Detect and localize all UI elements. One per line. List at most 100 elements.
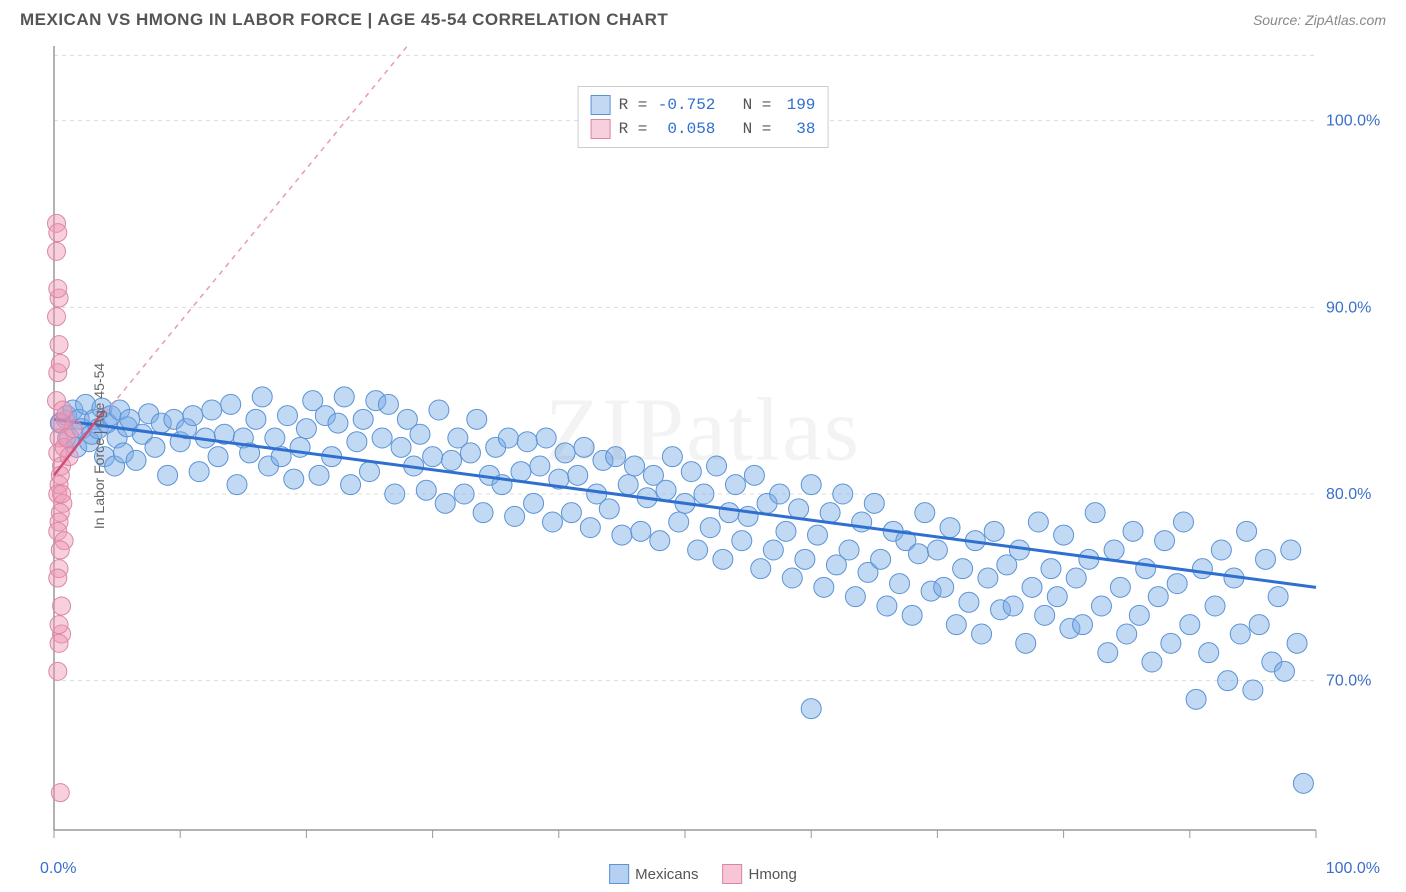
data-point (1293, 773, 1313, 793)
trend-line (54, 419, 1316, 587)
data-point (1161, 633, 1181, 653)
data-point (1237, 521, 1257, 541)
chart-container: In Labor Force | Age 45-54 70.0%80.0%90.… (20, 40, 1386, 852)
data-point (770, 484, 790, 504)
data-point (1136, 559, 1156, 579)
data-point (48, 242, 66, 260)
data-point (934, 577, 954, 597)
data-point (940, 518, 960, 538)
data-point (959, 592, 979, 612)
data-point (763, 540, 783, 560)
data-point (334, 387, 354, 407)
data-point (1003, 596, 1023, 616)
data-point (530, 456, 550, 476)
data-point (1085, 503, 1105, 523)
data-point (49, 280, 67, 298)
data-point (1287, 633, 1307, 653)
data-point (612, 525, 632, 545)
data-point (839, 540, 859, 560)
data-point (1016, 633, 1036, 653)
data-point (49, 662, 67, 680)
data-point (385, 484, 405, 504)
data-point (1218, 671, 1238, 691)
data-point (416, 480, 436, 500)
data-point (1022, 577, 1042, 597)
data-point (1110, 577, 1130, 597)
data-point (51, 784, 69, 802)
data-point (1205, 596, 1225, 616)
data-point (650, 531, 670, 551)
data-point (524, 493, 544, 513)
data-point (1230, 624, 1250, 644)
data-point (555, 443, 575, 463)
data-point (1123, 521, 1143, 541)
data-point (1173, 512, 1193, 532)
data-point (347, 432, 367, 452)
data-point (1091, 596, 1111, 616)
data-point (410, 424, 430, 444)
data-point (158, 465, 178, 485)
data-point (1054, 525, 1074, 545)
y-tick-label: 80.0% (1326, 486, 1371, 503)
data-point (517, 432, 537, 452)
legend-swatch (591, 95, 611, 115)
data-point (669, 512, 689, 532)
legend-swatch (723, 864, 743, 884)
data-point (877, 596, 897, 616)
data-point (915, 503, 935, 523)
data-point (1274, 661, 1294, 681)
correlation-legend: R = -0.752 N = 199R = 0.058 N = 38 (578, 86, 829, 148)
data-point (808, 525, 828, 545)
data-point (1129, 605, 1149, 625)
data-point (707, 456, 727, 476)
series-legend: MexicansHmong (609, 864, 797, 884)
y-axis-label: In Labor Force | Age 45-54 (91, 363, 107, 529)
data-point (296, 419, 316, 439)
data-point (227, 475, 247, 495)
data-point (1281, 540, 1301, 560)
data-point (681, 462, 701, 482)
data-point (719, 503, 739, 523)
data-point (833, 484, 853, 504)
data-point (801, 475, 821, 495)
data-point (49, 224, 67, 242)
data-point (53, 485, 71, 503)
data-point (221, 394, 241, 414)
data-point (208, 447, 228, 467)
data-point (328, 413, 348, 433)
data-point (50, 634, 68, 652)
data-point (789, 499, 809, 519)
data-point (1268, 587, 1288, 607)
data-point (1047, 587, 1067, 607)
data-point (49, 569, 67, 587)
data-point (1148, 587, 1168, 607)
data-point (871, 549, 891, 569)
data-point (1117, 624, 1137, 644)
data-point (202, 400, 222, 420)
y-tick-label: 100.0% (1326, 113, 1380, 130)
data-point (360, 462, 380, 482)
data-point (568, 465, 588, 485)
data-point (700, 518, 720, 538)
data-point (1256, 549, 1276, 569)
data-point (511, 462, 531, 482)
data-point (978, 568, 998, 588)
data-point (890, 574, 910, 594)
data-point (902, 605, 922, 625)
data-point (656, 480, 676, 500)
data-point (246, 409, 266, 429)
data-point (1180, 615, 1200, 635)
data-point (1035, 605, 1055, 625)
data-point (467, 409, 487, 429)
legend-row: R = -0.752 N = 199 (591, 93, 816, 117)
data-point (820, 503, 840, 523)
data-point (145, 437, 165, 457)
data-point (1243, 680, 1263, 700)
y-tick-label: 90.0% (1326, 299, 1371, 316)
source-attribution: Source: ZipAtlas.com (1253, 12, 1386, 28)
legend-item: Hmong (723, 864, 797, 884)
data-point (845, 587, 865, 607)
data-point (694, 484, 714, 504)
data-point (48, 308, 66, 326)
data-point (1167, 574, 1187, 594)
